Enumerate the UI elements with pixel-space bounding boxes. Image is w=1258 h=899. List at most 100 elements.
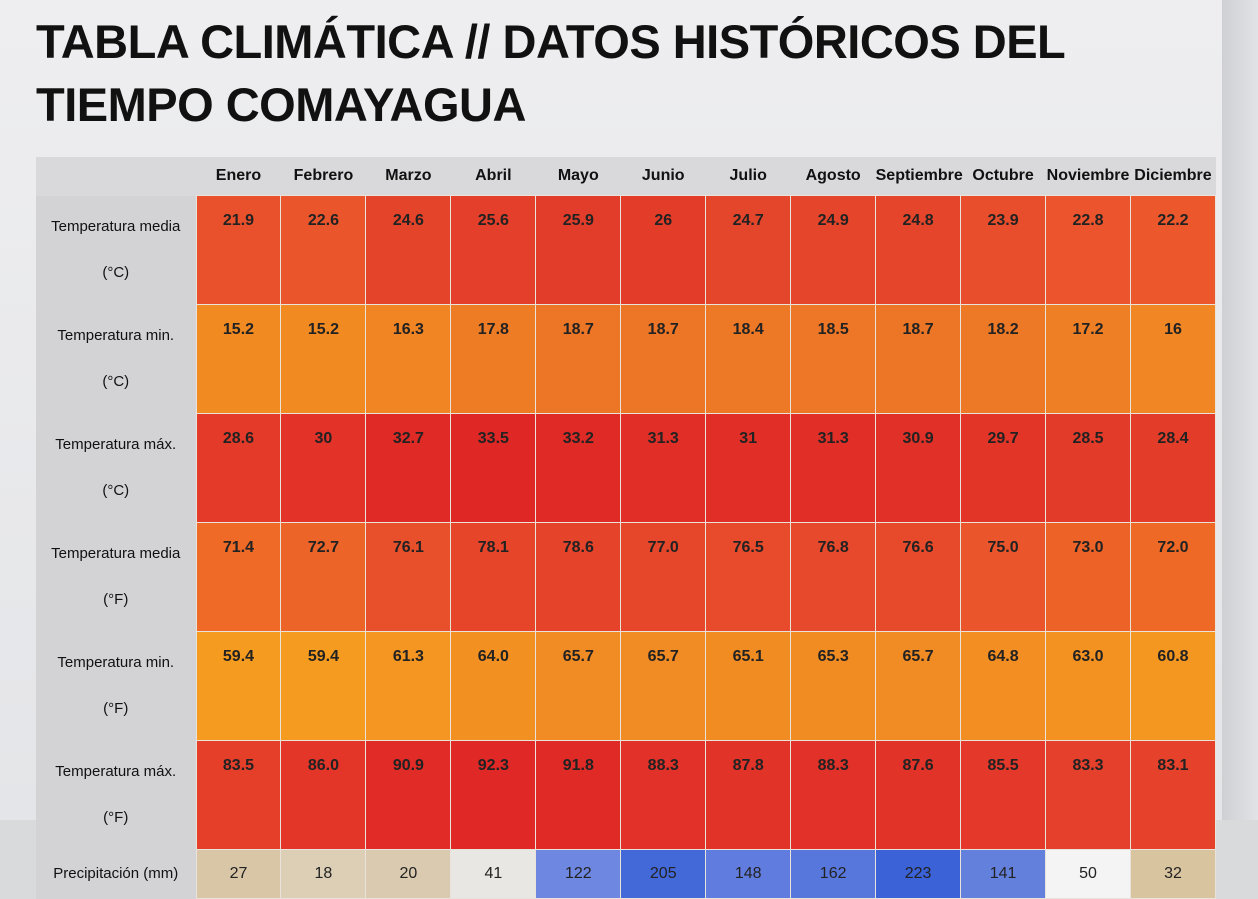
row-label-name: Temperatura máx. <box>55 436 177 453</box>
page-title: TABLA CLIMÁTICA // DATOS HISTÓRICOS DEL … <box>36 15 1065 131</box>
row-label: Temperatura media (°F) <box>36 522 196 632</box>
value-cell: 60.8 <box>1129 631 1217 741</box>
precipitation-cell: 27 <box>195 849 282 899</box>
precipitation-row: Precipitación (mm) 27 18 20 41 122 205 148 162 22… <box>36 849 1217 899</box>
month-header: Diciembre <box>1130 157 1216 196</box>
value-cell: 28.6 <box>195 413 282 523</box>
month-header: Septiembre <box>875 157 963 196</box>
row-label: Temperatura máx. (°C) <box>36 413 196 523</box>
value-cell: 65.1 <box>705 631 792 741</box>
screen-edge <box>1222 0 1258 820</box>
value-cell: 87.8 <box>705 740 792 850</box>
table-row: Temperatura máx. (°C) 28.6 30 32.7 33.5 33.2 31… <box>36 413 1217 523</box>
value-cell: 76.8 <box>790 522 877 632</box>
value-cell: 24.7 <box>705 195 792 305</box>
value-cell: 64.0 <box>450 631 537 741</box>
row-label-name: Temperatura min. <box>57 654 175 671</box>
value-cell: 30 <box>280 413 367 523</box>
value-cell: 22.2 <box>1129 195 1217 305</box>
value-cell: 16.3 <box>365 304 452 414</box>
table-row: Temperatura media (°C) 21.9 22.6 24.6 25.6 25.… <box>36 195 1217 305</box>
value-cell: 83.1 <box>1129 740 1217 850</box>
value-cell: 63.0 <box>1045 631 1131 741</box>
value-cell: 31.3 <box>620 413 707 523</box>
value-cell: 15.2 <box>195 304 282 414</box>
row-label-unit: (°F) <box>103 809 129 826</box>
value-cell: 78.1 <box>450 522 537 632</box>
value-cell: 15.2 <box>280 304 367 414</box>
value-cell: 72.7 <box>280 522 367 632</box>
value-cell: 76.1 <box>365 522 452 632</box>
value-cell: 33.2 <box>535 413 622 523</box>
table-row: Temperatura media (°F) 71.4 72.7 76.1 78.1 78.… <box>36 522 1217 632</box>
value-cell: 61.3 <box>365 631 452 741</box>
value-cell: 83.3 <box>1045 740 1131 850</box>
value-cell: 17.8 <box>450 304 537 414</box>
value-cell: 78.6 <box>535 522 622 632</box>
value-cell: 83.5 <box>195 740 282 850</box>
value-cell: 59.4 <box>280 631 367 741</box>
value-cell: 73.0 <box>1045 522 1131 632</box>
month-header: Agosto <box>790 157 876 196</box>
value-cell: 18.7 <box>535 304 622 414</box>
value-cell: 22.6 <box>280 195 367 305</box>
value-cell: 65.3 <box>790 631 877 741</box>
value-cell: 31.3 <box>790 413 877 523</box>
row-label-unit: (°F) <box>103 591 129 608</box>
value-cell: 31 <box>705 413 792 523</box>
precipitation-cell: 32 <box>1129 849 1217 899</box>
row-label-unit: (°C) <box>102 264 130 281</box>
value-cell: 75.0 <box>960 522 1047 632</box>
month-header: Octubre <box>960 157 1046 196</box>
climate-table-container: Enero Febrero Marzo Abril Mayo Junio Jul… <box>36 157 1217 899</box>
value-cell: 90.9 <box>365 740 452 850</box>
value-cell: 59.4 <box>195 631 282 741</box>
month-header: Marzo <box>365 157 451 196</box>
row-label: Temperatura min. (°F) <box>36 631 196 741</box>
value-cell: 91.8 <box>535 740 622 850</box>
value-cell: 92.3 <box>450 740 537 850</box>
month-header: Mayo <box>535 157 621 196</box>
value-cell: 88.3 <box>620 740 707 850</box>
row-label-name: Temperatura máx. <box>55 763 177 780</box>
value-cell: 87.6 <box>875 740 962 850</box>
month-header: Enero <box>196 157 281 196</box>
row-label-name: Temperatura media <box>51 545 181 562</box>
month-header: Julio <box>705 157 791 196</box>
value-cell: 32.7 <box>365 413 452 523</box>
precipitation-cell: 223 <box>875 849 962 899</box>
value-cell: 77.0 <box>620 522 707 632</box>
table-row: Temperatura máx. (°F) 83.5 86.0 90.9 92.3 91.8… <box>36 740 1217 850</box>
value-cell: 85.5 <box>960 740 1047 850</box>
row-label: Temperatura min. (°C) <box>36 304 196 414</box>
row-label: Temperatura media (°C) <box>36 195 196 305</box>
month-header: Noviembre <box>1045 157 1131 196</box>
value-cell: 65.7 <box>875 631 962 741</box>
row-label-unit: (°F) <box>103 700 129 717</box>
value-cell: 29.7 <box>960 413 1047 523</box>
value-cell: 23.9 <box>960 195 1047 305</box>
header-row: Enero Febrero Marzo Abril Mayo Junio Jul… <box>36 157 1216 196</box>
row-label-unit: (°C) <box>102 373 130 390</box>
month-header: Abril <box>450 157 536 196</box>
precipitation-cell: 122 <box>535 849 622 899</box>
value-cell: 17.2 <box>1045 304 1131 414</box>
row-label-name: Temperatura media <box>51 218 181 235</box>
precipitation-cell: 41 <box>450 849 537 899</box>
value-cell: 18.5 <box>790 304 877 414</box>
precipitation-cell: 50 <box>1045 849 1131 899</box>
precipitation-cell: 205 <box>620 849 707 899</box>
row-label-name: Temperatura min. <box>57 327 175 344</box>
table-row: Temperatura min. (°F) 59.4 59.4 61.3 64.0 65.7… <box>36 631 1217 741</box>
corner-cell <box>36 157 196 196</box>
value-cell: 76.5 <box>705 522 792 632</box>
value-cell: 28.4 <box>1129 413 1217 523</box>
row-label-unit: (°C) <box>102 482 130 499</box>
value-cell: 18.2 <box>960 304 1047 414</box>
precipitation-cell: 162 <box>790 849 877 899</box>
value-cell: 30.9 <box>875 413 962 523</box>
table-row: Temperatura min. (°C) 15.2 15.2 16.3 17.8 18.7… <box>36 304 1217 414</box>
value-cell: 76.6 <box>875 522 962 632</box>
value-cell: 18.4 <box>705 304 792 414</box>
table-body: Temperatura media (°C) 21.9 22.6 24.6 25.6 25.… <box>36 195 1217 899</box>
